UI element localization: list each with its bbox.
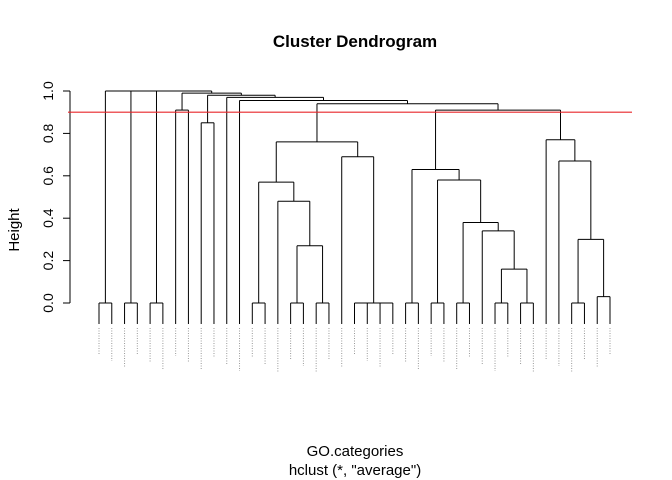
x-axis-label: GO.categories <box>307 443 404 460</box>
y-tick-label: 0.6 <box>40 166 56 186</box>
y-tick-label: 0.0 <box>40 293 56 313</box>
y-tick-label: 1.0 <box>40 81 56 101</box>
dendrogram-leaf-labels <box>98 328 611 373</box>
y-tick-label: 0.4 <box>40 208 56 228</box>
y-tick-label: 0.2 <box>40 251 56 271</box>
y-tick-label: 0.8 <box>40 123 56 143</box>
chart-title: Cluster Dendrogram <box>273 32 437 51</box>
dendrogram-branches <box>98 90 611 324</box>
chart-subtitle: hclust (*, "average") <box>289 462 421 479</box>
y-axis-label: Height <box>6 207 23 251</box>
y-axis: 0.0 0.2 0.4 0.6 0.8 1.0 <box>40 81 71 313</box>
